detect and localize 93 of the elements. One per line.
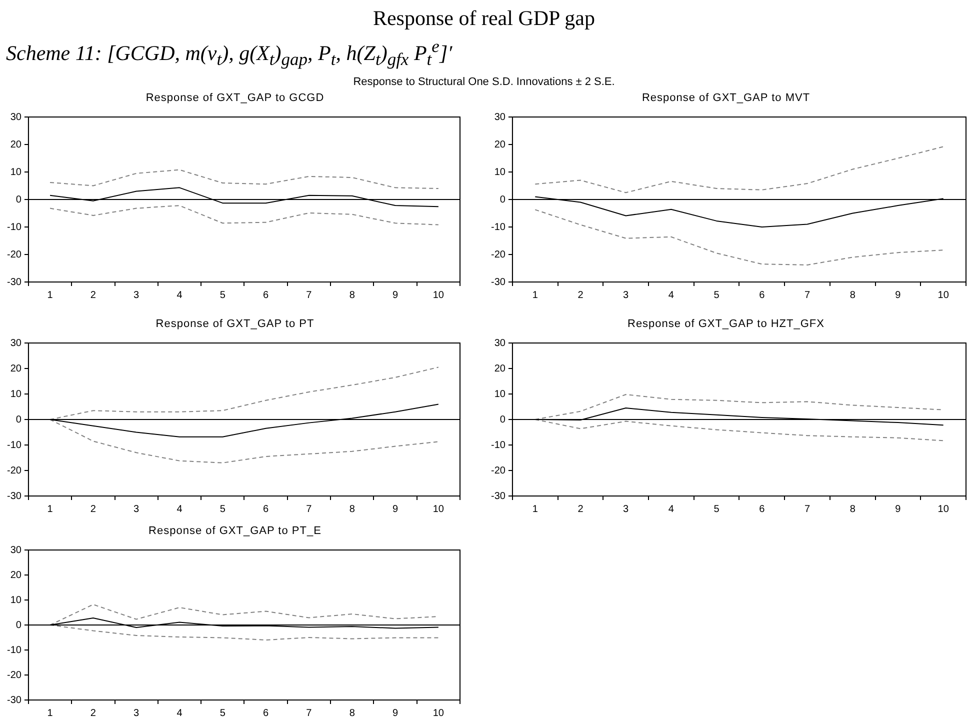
y-tick-label: 10	[10, 166, 22, 178]
y-tick-label: -30	[7, 694, 22, 706]
y-tick-label: 20	[10, 139, 22, 150]
x-tick-label: 6	[263, 708, 270, 719]
x-tick-label: 7	[306, 290, 312, 301]
x-tick-label: 1	[532, 290, 538, 301]
x-tick-label: 2	[90, 504, 96, 515]
y-tick-label: -30	[7, 276, 22, 288]
y-tick-label: 0	[500, 194, 506, 206]
x-tick-label: 6	[263, 504, 270, 515]
x-tick-label: 2	[90, 708, 96, 719]
y-tick-label: 30	[10, 544, 22, 556]
x-tick-label: 3	[623, 290, 630, 301]
y-tick-label: -10	[7, 644, 22, 656]
x-tick-label: 3	[623, 504, 630, 515]
x-tick-label: 7	[804, 290, 810, 301]
x-tick-label: 5	[220, 708, 226, 719]
y-tick-label: -10	[7, 440, 22, 451]
chart-title: Response of GXT_GAP to PT	[154, 318, 316, 330]
x-tick-label: 1	[47, 504, 54, 515]
y-tick-label: 30	[494, 338, 506, 349]
x-tick-label: 2	[90, 290, 96, 301]
y-tick-label: 10	[10, 594, 22, 606]
chart-title: Response of GXT_GAP to GCGD	[144, 92, 326, 104]
y-tick-label: 20	[10, 363, 22, 374]
x-tick-label: 9	[895, 504, 902, 515]
x-tick-label: 4	[176, 504, 183, 515]
x-tick-label: 5	[714, 504, 720, 515]
x-tick-label: 5	[714, 290, 720, 301]
x-tick-label: 1	[532, 504, 538, 515]
y-tick-label: -30	[7, 490, 22, 502]
x-tick-label: 7	[306, 504, 312, 515]
text: Scheme 11: [GCGD, m(v$_{t}$), g(X$_{t}$)$_{gap}$, P$_{t}$, h(Z$_{t}$)$_{gfx}$ P$_{t}$$^{e}$]′	[6, 36, 452, 70]
y-tick-label: 0	[16, 620, 22, 631]
x-tick-label: 3	[134, 290, 140, 301]
x-tick-label: 10	[938, 290, 950, 301]
x-tick-label: 4	[668, 290, 674, 301]
y-tick-label: -20	[7, 465, 22, 476]
y-tick-label: 10	[10, 388, 22, 400]
y-tick-label: -20	[7, 249, 22, 260]
y-tick-label: -10	[491, 440, 506, 451]
chart-title: Response of GXT_GAP to HZT_GFX	[626, 318, 826, 330]
x-tick-label: 9	[392, 708, 398, 719]
y-tick-label: 10	[494, 388, 506, 400]
x-tick-label: 3	[134, 504, 140, 515]
y-tick-label: 20	[10, 570, 22, 581]
x-tick-label: 8	[850, 504, 856, 515]
y-tick-label: -20	[7, 670, 22, 681]
x-tick-label: 2	[578, 290, 584, 301]
y-tick-label: 0	[16, 194, 22, 206]
y-tick-label: 0	[500, 414, 506, 426]
x-tick-label: 7	[306, 708, 312, 719]
x-tick-label: 2	[578, 504, 584, 515]
x-tick-label: 10	[938, 504, 950, 515]
x-tick-label: 1	[47, 708, 54, 719]
x-tick-label: 6	[759, 504, 766, 515]
y-tick-label: -10	[491, 222, 506, 233]
x-tick-label: 10	[432, 708, 444, 719]
y-tick-label: -30	[491, 276, 506, 288]
x-tick-label: 6	[263, 290, 270, 301]
text: Response of real GDP gap	[372, 6, 596, 31]
x-tick-label: 7	[804, 504, 810, 515]
x-tick-label: 1	[47, 290, 54, 301]
x-tick-label: 10	[432, 504, 444, 515]
text: Response to Structural One S.D. Innovations ± 2 S.E.	[352, 76, 616, 88]
x-tick-label: 8	[349, 290, 356, 301]
x-tick-label: 9	[392, 290, 398, 301]
x-tick-label: 5	[220, 504, 226, 515]
x-tick-label: 10	[432, 290, 444, 301]
chart-title: Response of GXT_GAP to PT_E	[148, 525, 322, 537]
y-tick-label: -20	[491, 249, 506, 260]
y-tick-label: 0	[16, 414, 22, 426]
x-tick-label: 6	[759, 290, 766, 301]
x-tick-label: 3	[134, 708, 140, 719]
x-tick-label: 8	[850, 290, 856, 301]
chart-title: Response of GXT_GAP to MVT	[640, 92, 812, 104]
x-tick-label: 4	[176, 290, 183, 301]
x-tick-label: 4	[176, 708, 183, 719]
y-tick-label: -20	[491, 465, 506, 476]
y-tick-label: 20	[494, 139, 506, 150]
y-tick-label: 30	[10, 338, 22, 349]
x-tick-label: 8	[349, 504, 356, 515]
y-tick-label: 30	[494, 112, 506, 123]
y-tick-label: -10	[7, 222, 22, 233]
x-tick-label: 9	[392, 504, 398, 515]
y-tick-label: 20	[494, 363, 506, 374]
x-tick-label: 5	[220, 290, 226, 301]
y-tick-label: -30	[491, 490, 506, 502]
y-tick-label: 10	[494, 166, 506, 178]
x-tick-label: 8	[349, 708, 356, 719]
y-tick-label: 30	[10, 112, 22, 123]
x-tick-label: 9	[895, 290, 902, 301]
x-tick-label: 4	[668, 504, 674, 515]
